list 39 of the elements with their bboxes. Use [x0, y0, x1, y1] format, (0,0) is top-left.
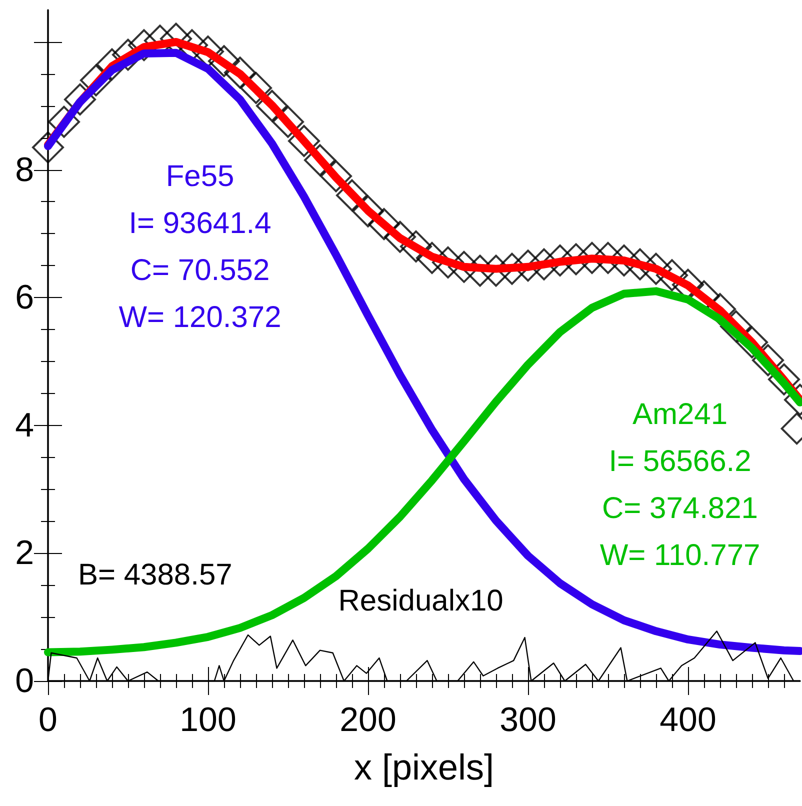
annotation: B= 4388.57: [78, 558, 232, 592]
y-tick-label: 4: [15, 406, 34, 444]
point: [336, 179, 368, 212]
point: [416, 242, 448, 274]
point: [304, 144, 336, 176]
series-label: Am241 I= 56566.2 C= 374.821 W= 110.777: [600, 398, 760, 572]
point: [624, 248, 656, 280]
point: [400, 230, 432, 262]
point: [768, 363, 800, 396]
point: [320, 160, 352, 192]
x-tick-label: 0: [38, 701, 58, 739]
point: [208, 45, 240, 78]
series-label: Fe55 I= 93641.4 C= 70.552 W= 120.372: [118, 160, 282, 334]
point: [32, 131, 64, 164]
x-tick-label: 100: [180, 701, 236, 739]
point: [256, 90, 288, 122]
series-label: Residualx10: [338, 584, 504, 618]
y-tick-label: 2: [15, 534, 34, 572]
point: [192, 36, 224, 68]
y-tick-label: 8: [15, 150, 34, 189]
point: [80, 64, 112, 96]
y-tick-label: 6: [15, 278, 34, 317]
point: [240, 72, 272, 104]
point: [352, 195, 384, 228]
x-axis-title: x [pixels]: [354, 746, 494, 788]
x-tick-label: 400: [660, 701, 716, 739]
point: [656, 259, 688, 292]
y-tick-label: 0: [15, 662, 34, 700]
point: [368, 208, 400, 240]
point: [64, 83, 96, 116]
point: [224, 56, 256, 89]
x-tick-label: 200: [340, 701, 396, 739]
point: [272, 106, 304, 138]
point: [384, 220, 416, 253]
point: [288, 125, 320, 158]
point: [48, 106, 80, 138]
point: [640, 252, 672, 285]
point: [432, 246, 464, 278]
x-tick-label: 300: [500, 701, 556, 739]
